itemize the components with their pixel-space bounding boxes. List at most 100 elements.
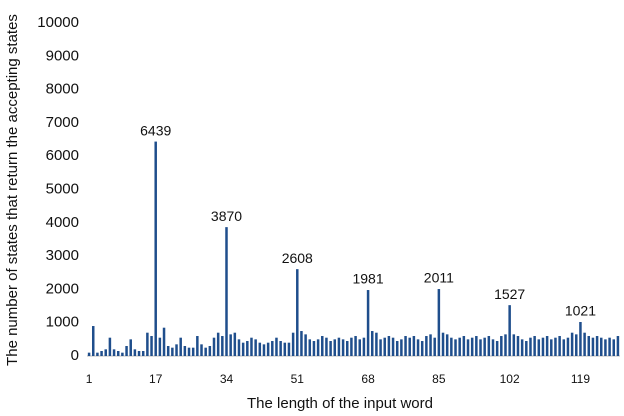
- bar: [454, 339, 457, 356]
- bar: [408, 337, 411, 356]
- y-tick-label: 10000: [37, 14, 79, 31]
- bar: [208, 346, 212, 356]
- bar: [216, 332, 220, 356]
- bar: [612, 339, 616, 356]
- bar: [383, 337, 386, 356]
- bar: [404, 336, 407, 356]
- bar: [191, 347, 195, 356]
- bar: [129, 339, 132, 356]
- bar: [271, 341, 274, 356]
- bar: [420, 341, 424, 356]
- bar: [96, 352, 99, 356]
- bar: [608, 337, 611, 356]
- bar: [133, 349, 137, 356]
- bar: [175, 344, 178, 356]
- y-tick-label: 3000: [46, 247, 79, 264]
- bar: [600, 337, 603, 356]
- x-tick-label: 85: [432, 372, 446, 386]
- bar: [391, 337, 395, 356]
- bar: [470, 337, 474, 356]
- bar: [516, 336, 520, 356]
- bar: [321, 336, 324, 356]
- value-label: 1021: [565, 303, 596, 319]
- bar: [575, 334, 578, 356]
- bar: [362, 337, 366, 356]
- value-label: 1981: [352, 271, 383, 287]
- bar: [346, 341, 349, 356]
- y-axis-title: The number of states that return the acc…: [4, 14, 21, 366]
- bar: [416, 339, 420, 356]
- x-tick-label: 102: [500, 372, 520, 386]
- bar: [562, 339, 566, 356]
- bar: [183, 346, 187, 356]
- bar: [437, 289, 441, 356]
- y-tick-label: 5000: [46, 180, 79, 197]
- bar: [616, 336, 620, 356]
- bar: [370, 331, 374, 356]
- bar: [491, 339, 495, 356]
- bar: [504, 334, 507, 356]
- bar: [429, 334, 432, 356]
- bar: [554, 337, 557, 356]
- bar: [425, 336, 428, 356]
- bar: [366, 290, 370, 356]
- value-label: 2011: [424, 270, 454, 286]
- bar: [579, 322, 582, 356]
- bar: [462, 336, 466, 356]
- bar: [441, 332, 445, 356]
- bar: [179, 337, 182, 356]
- bar: [545, 336, 549, 356]
- bar: [237, 339, 241, 356]
- bar: [379, 339, 382, 356]
- bar: [233, 332, 237, 356]
- bar: [300, 331, 303, 356]
- bar: [483, 337, 486, 356]
- bar: [520, 339, 524, 356]
- bar: [358, 339, 361, 356]
- y-tick-label: 9000: [46, 47, 79, 64]
- bar: [221, 336, 224, 356]
- bar: [108, 337, 112, 356]
- bar: [525, 341, 528, 356]
- bar: [187, 347, 191, 356]
- bar: [354, 336, 357, 356]
- bar: [104, 349, 107, 356]
- bar: [333, 339, 337, 356]
- bar: [229, 334, 232, 356]
- bar: [475, 336, 478, 356]
- bar: [283, 342, 287, 356]
- bar: [87, 352, 91, 356]
- bar: [166, 346, 170, 356]
- bar: [262, 344, 266, 356]
- bar: [479, 339, 482, 356]
- bar: [529, 337, 532, 356]
- x-tick-label: 119: [571, 372, 590, 386]
- x-tick-label: 68: [361, 372, 375, 386]
- x-tick-label: 51: [291, 372, 305, 386]
- bar: [141, 351, 145, 356]
- bar: [583, 332, 586, 356]
- bar: [266, 342, 270, 356]
- bar: [312, 341, 316, 356]
- bar: [570, 332, 574, 356]
- bar: [112, 349, 116, 356]
- bar: [308, 339, 312, 356]
- y-tick-label: 7000: [46, 114, 79, 131]
- bar: [225, 227, 228, 356]
- x-tick-label: 17: [149, 372, 163, 386]
- bar: [604, 339, 607, 356]
- bar: [387, 336, 391, 356]
- bar: [291, 332, 295, 356]
- bar: [275, 337, 278, 356]
- bar: [121, 352, 124, 356]
- bar: [171, 347, 174, 356]
- bar: [400, 339, 403, 356]
- bar: [246, 341, 249, 356]
- bar: [200, 344, 203, 356]
- bar: [329, 341, 332, 356]
- bar: [512, 334, 516, 356]
- bar: [341, 339, 345, 356]
- bar: [587, 336, 591, 356]
- x-tick-label: 34: [220, 372, 234, 386]
- bar: [395, 341, 399, 356]
